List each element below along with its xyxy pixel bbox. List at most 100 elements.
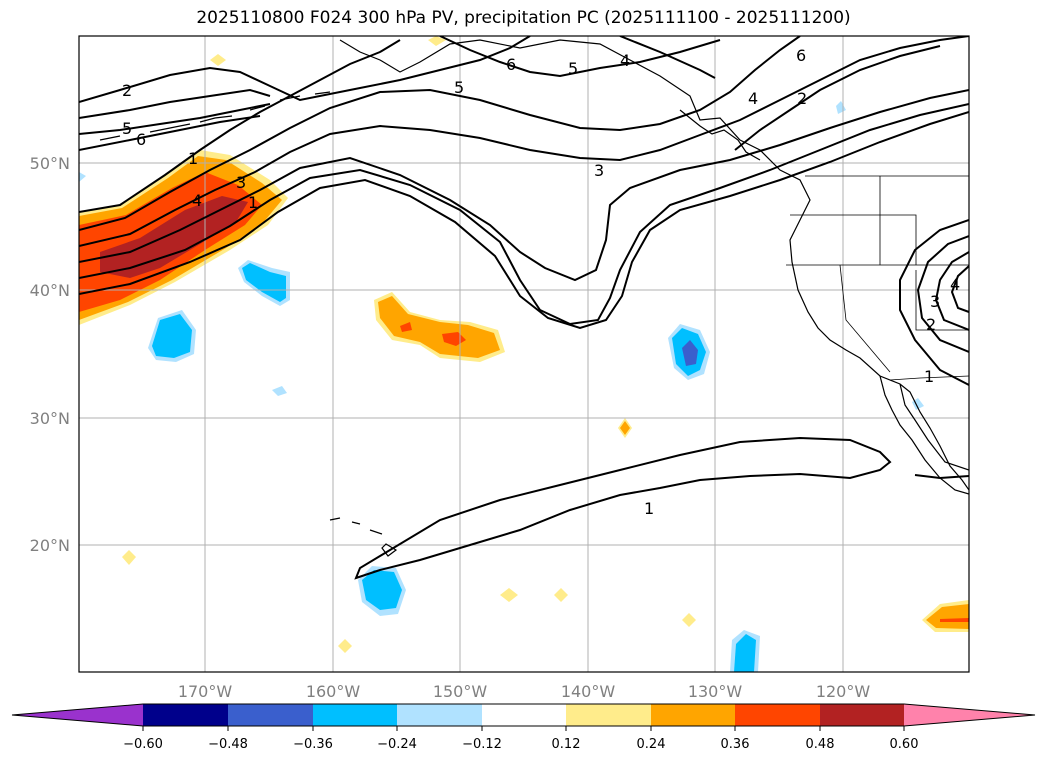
- colorbar-bin: [651, 704, 735, 726]
- coastline-hawaii: [329, 517, 398, 557]
- precip-negative-dot: [272, 386, 287, 396]
- coastline-bc-inlets: [679, 109, 761, 161]
- pv-label: 1: [924, 367, 934, 386]
- pv-contour: [914, 474, 969, 480]
- precip-positive-se-red: [940, 618, 969, 622]
- coastline-mainland-mexico: [899, 383, 969, 471]
- colorbar-bin: [482, 704, 566, 726]
- map-plot-area: 2 5 6 1 3 4 5 6 5 3 4 2 6 4 1 4 3 2 1 1: [79, 36, 969, 672]
- pv-label: 4: [950, 275, 960, 294]
- colorbar-tick-label: −0.48: [208, 737, 248, 752]
- pv-label: 5: [122, 119, 132, 138]
- pv-contour: [354, 436, 892, 580]
- colorbar-bin: [566, 704, 651, 726]
- pv-label: 5: [568, 59, 578, 78]
- pv-contour: [79, 103, 969, 326]
- colorbar-tick-label: −0.60: [123, 737, 163, 752]
- pv-label: 4: [620, 51, 630, 70]
- precip-negative-dot: [836, 101, 846, 114]
- pv-label: 3: [236, 173, 246, 192]
- graticule: [79, 36, 969, 672]
- pv-contour: [734, 45, 941, 151]
- precip-positive-dot: [554, 588, 568, 602]
- pv-contour: [439, 36, 721, 78]
- precip-shading: [79, 36, 969, 672]
- pv-label: 1: [644, 499, 654, 518]
- pv-label: 2: [797, 89, 807, 108]
- pv-contour: [79, 39, 401, 213]
- pv-contours: [79, 36, 969, 580]
- colorbar-tick-label: 0.12: [552, 737, 581, 752]
- precip-negative-blob: [152, 314, 192, 358]
- latitude-labels: 50°N 40°N 30°N 20°N: [30, 154, 70, 555]
- colorbar-tick-label: 0.48: [806, 737, 835, 752]
- pv-label: 1: [248, 193, 258, 212]
- precip-positive-se-orange: [926, 604, 969, 629]
- pv-label: 4: [192, 191, 202, 210]
- coastlines: [99, 39, 969, 557]
- lat-label: 50°N: [30, 154, 70, 173]
- colorbar-tick-label: −0.36: [293, 737, 333, 752]
- colorbar: −0.60 −0.48 −0.36 −0.24 −0.12 0.12 0.24 …: [11, 703, 1036, 752]
- pv-contour: [934, 251, 969, 331]
- pv-label: 3: [930, 292, 940, 311]
- pv-contour: [619, 36, 716, 79]
- precip-positive-dot: [122, 550, 136, 565]
- pv-label: 3: [594, 161, 604, 180]
- colorbar-tick-label: 0.36: [721, 737, 750, 752]
- precip-positive-dot: [620, 421, 630, 435]
- precip-positive-dot: [682, 613, 696, 627]
- pv-contour: [79, 36, 531, 103]
- precip-positive-dot: [500, 588, 518, 602]
- pv-contour: [79, 115, 261, 151]
- pv-contour: [916, 235, 969, 353]
- precip-negative-blob: [242, 263, 286, 302]
- colorbar-bin: [397, 704, 482, 726]
- pv-label: 1: [188, 149, 198, 168]
- colorbar-bin: [735, 704, 820, 726]
- pv-contour: [79, 111, 969, 330]
- precip-positive-dot: [338, 639, 352, 653]
- lat-label: 30°N: [30, 409, 70, 428]
- pv-label: 6: [506, 55, 516, 74]
- colorbar-tick-label: 0.24: [637, 737, 666, 752]
- lon-label: 170°W: [178, 682, 233, 701]
- lon-label: 150°W: [433, 682, 488, 701]
- pv-label: 5: [454, 78, 464, 97]
- lon-label: 160°W: [306, 682, 361, 701]
- pv-contour: [79, 103, 271, 135]
- lon-label: 140°W: [561, 682, 616, 701]
- border-states: [786, 176, 969, 373]
- coastline-baja: [879, 375, 969, 495]
- map-title: 2025110800 F024 300 hPa PV, precipitatio…: [196, 8, 851, 28]
- pv-contour: [79, 36, 801, 231]
- pv-contour: [79, 88, 271, 119]
- colorbar-bin: [820, 704, 904, 726]
- precip-positive-blob-orange: [378, 296, 500, 358]
- pv-label: 2: [926, 315, 936, 334]
- precip-negative-core: [682, 340, 698, 366]
- colorbar-bin: [313, 704, 397, 726]
- pv-contour: [899, 219, 969, 386]
- colorbar-ticks: [142, 726, 905, 731]
- longitude-labels: 170°W 160°W 150°W 140°W 130°W 120°W: [178, 682, 871, 701]
- map-frame: [78, 35, 970, 673]
- pv-label: 2: [122, 81, 132, 100]
- precip-negative-blob: [362, 570, 402, 610]
- precip-positive-band-dark: [100, 196, 248, 278]
- precip-positive-blob-red2: [400, 322, 412, 332]
- colorbar-tick-label: 0.60: [890, 737, 919, 752]
- coastline-north-america: [339, 39, 969, 491]
- pv-contour: [79, 36, 969, 247]
- lon-label: 130°W: [688, 682, 743, 701]
- coastline-alaska-islands: [99, 91, 331, 141]
- pv-contour: [79, 89, 969, 282]
- precip-positive-dot: [210, 54, 226, 66]
- pv-label: 6: [796, 46, 806, 65]
- colorbar-bin: [143, 704, 228, 726]
- lon-label: 120°W: [816, 682, 871, 701]
- pv-label: 4: [748, 89, 758, 108]
- precip-negative-blob: [734, 634, 756, 672]
- pv-contour-labels: 2 5 6 1 3 4 5 6 5 3 4 2 6 4 1 4 3 2 1 1: [122, 46, 960, 518]
